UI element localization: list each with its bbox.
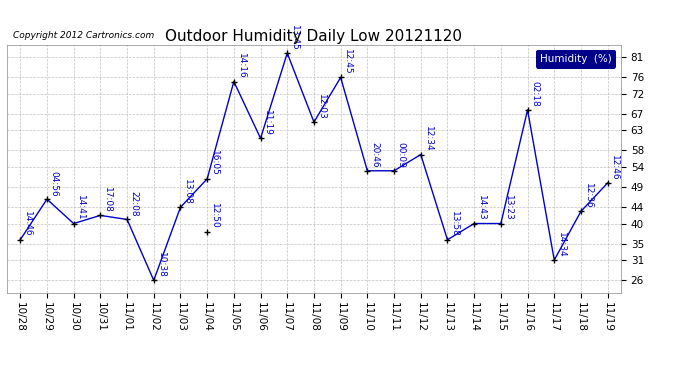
Text: 04:56: 04:56 <box>50 171 59 196</box>
Text: 13:23: 13:23 <box>504 195 513 221</box>
Text: 14:41: 14:41 <box>77 195 86 221</box>
Title: Outdoor Humidity Daily Low 20121120: Outdoor Humidity Daily Low 20121120 <box>166 29 462 44</box>
Text: 16:05: 16:05 <box>210 150 219 176</box>
Text: 12:36: 12:36 <box>584 183 593 209</box>
Text: 12:45: 12:45 <box>344 49 353 75</box>
Text: 22:08: 22:08 <box>130 191 139 217</box>
Text: 13:58: 13:58 <box>451 211 460 237</box>
Text: 13:45: 13:45 <box>290 25 299 50</box>
Text: 12:46: 12:46 <box>611 154 620 180</box>
Text: 14:46: 14:46 <box>23 211 32 237</box>
Text: 10:38: 10:38 <box>157 252 166 278</box>
Text: 14:16: 14:16 <box>237 53 246 79</box>
Text: Copyright 2012 Cartronics.com: Copyright 2012 Cartronics.com <box>13 31 155 40</box>
Text: 14:43: 14:43 <box>477 195 486 221</box>
Text: 13:08: 13:08 <box>184 178 193 204</box>
Text: 14:34: 14:34 <box>557 232 566 257</box>
Text: 12:03: 12:03 <box>317 93 326 119</box>
Legend: Humidity  (%): Humidity (%) <box>535 50 615 69</box>
Text: 17:08: 17:08 <box>103 187 112 213</box>
Text: 20:46: 20:46 <box>370 142 379 168</box>
Text: 00:09: 00:09 <box>397 142 406 168</box>
Text: 12:50: 12:50 <box>210 203 219 229</box>
Text: 11:19: 11:19 <box>264 110 273 135</box>
Text: 02:18: 02:18 <box>531 81 540 107</box>
Text: 12:34: 12:34 <box>424 126 433 152</box>
